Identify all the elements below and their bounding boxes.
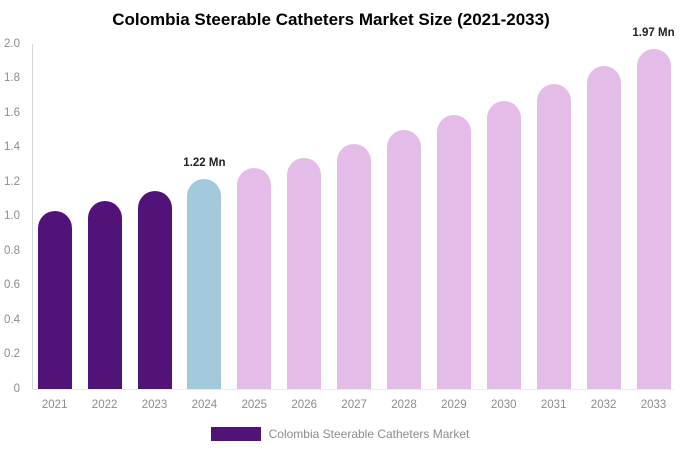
x-tick-2023: 2023	[141, 399, 168, 411]
y-tick-0.6: 0.6	[4, 279, 20, 291]
y-tick-0.2: 0.2	[4, 348, 20, 360]
y-tick-1.8: 1.8	[4, 72, 20, 84]
bar-2030	[486, 100, 521, 389]
chart-title: Colombia Steerable Catheters Market Size…	[112, 10, 550, 29]
bar-2025	[237, 168, 272, 389]
bar-2023	[137, 190, 172, 389]
x-axis-baseline	[32, 389, 674, 390]
y-tick-0.4: 0.4	[4, 313, 20, 326]
x-tick-2026: 2026	[291, 399, 317, 411]
bar-2022	[87, 200, 122, 389]
annotation-2033: 1.97 Mn	[632, 27, 675, 40]
y-tick-0.8: 0.8	[4, 244, 20, 257]
y-tick-0: 0	[13, 382, 20, 395]
x-tick-2025: 2025	[241, 399, 268, 411]
x-tick-2032: 2032	[590, 399, 617, 411]
legend-swatch	[210, 427, 261, 441]
bar-2024	[187, 178, 222, 389]
y-tick-1.2: 1.2	[4, 175, 20, 188]
x-tick-2028: 2028	[391, 399, 417, 411]
x-tick-2031: 2031	[540, 399, 567, 411]
x-tick-2022: 2022	[91, 399, 118, 411]
y-tick-1.6: 1.6	[4, 106, 20, 119]
bar-2033	[636, 49, 671, 389]
x-tick-2029: 2029	[441, 399, 467, 411]
y-tick-1.4: 1.4	[4, 141, 20, 153]
bar-2028	[387, 130, 421, 389]
x-tick-2030: 2030	[491, 399, 517, 411]
bar-2029	[436, 114, 471, 389]
y-tick-1.0: 1.0	[4, 210, 20, 222]
x-tick-2024: 2024	[191, 399, 218, 411]
bar-2027	[337, 144, 372, 389]
x-tick-2033: 2033	[640, 399, 667, 411]
bar-2026	[287, 157, 322, 389]
bar-2031	[536, 83, 571, 389]
y-axis-line	[32, 44, 33, 389]
y-tick-2.0: 2.0	[4, 37, 20, 50]
annotation-2024: 1.22 Mn	[183, 156, 226, 169]
bar-2032	[586, 66, 621, 389]
x-tick-2027: 2027	[341, 399, 367, 411]
legend: Colombia Steerable Catheters Market	[0, 427, 680, 441]
legend-label: Colombia Steerable Catheters Market	[268, 427, 470, 441]
bar-2021	[37, 211, 72, 389]
x-tick-2021: 2021	[41, 399, 68, 411]
